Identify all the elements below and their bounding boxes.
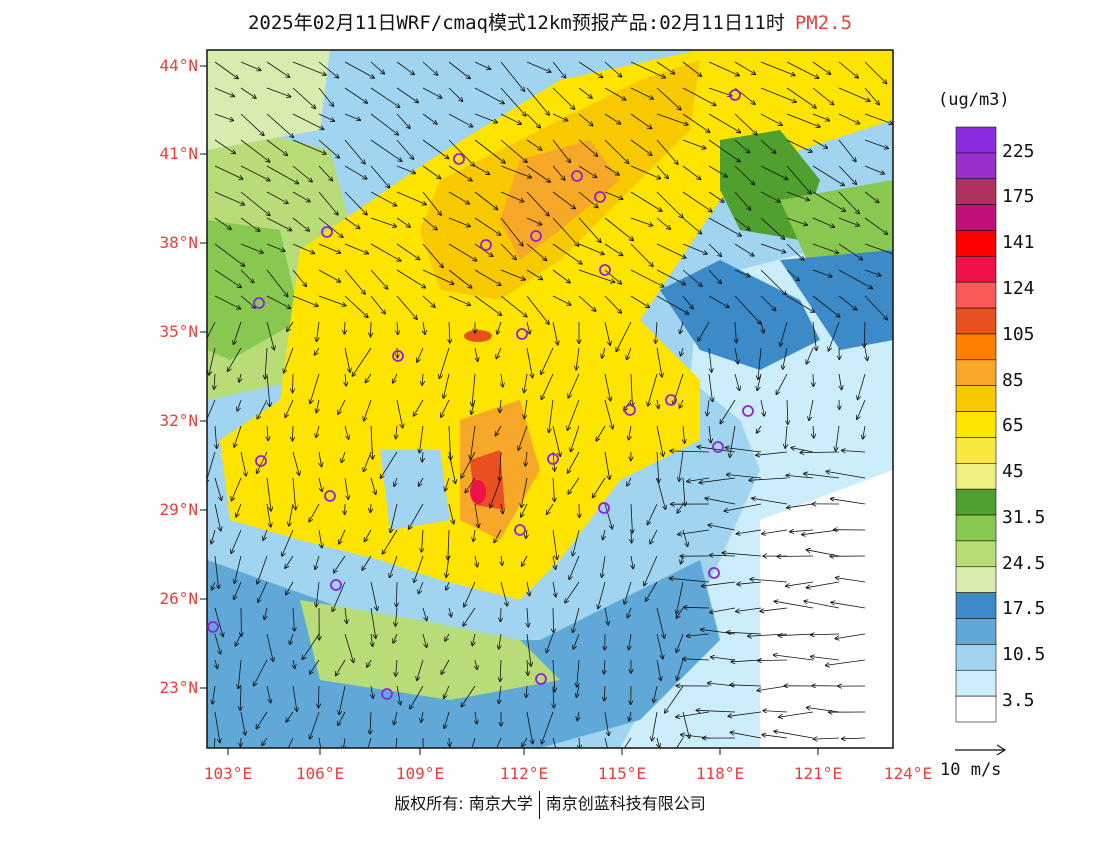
- city-marker: [516, 328, 528, 340]
- colorbar-level-label: 31.5: [1002, 507, 1046, 528]
- longitude-label: 112°E: [499, 764, 549, 783]
- map-frame: [206, 49, 894, 749]
- title-main: 2025年02月11日WRF/cmaq模式12km预报产品:02月11日11时: [247, 12, 785, 34]
- footer-right: 南京创蓝科技有限公司: [545, 794, 706, 813]
- city-marker: [665, 394, 677, 406]
- city-marker: [547, 453, 559, 465]
- colorbar-swatch: [955, 152, 997, 180]
- colorbar-swatch: [955, 669, 997, 697]
- colorbar-swatch: [955, 333, 997, 361]
- footer-divider: [538, 790, 540, 819]
- colorbar-unit: (ug/m3): [938, 90, 1010, 110]
- colorbar-swatch: [955, 514, 997, 542]
- colorbar-swatch: [955, 644, 997, 671]
- footer-left: 版权所有: 南京大学: [394, 794, 533, 813]
- colorbar-swatch: [955, 359, 997, 386]
- longitude-label: 109°E: [395, 764, 445, 783]
- city-marker: [480, 239, 492, 251]
- city-marker: [324, 490, 336, 502]
- city-marker: [253, 297, 265, 309]
- city-marker: [594, 191, 606, 203]
- longitude-label: 103°E: [203, 764, 253, 783]
- city-marker: [624, 404, 636, 416]
- city-marker: [571, 170, 583, 182]
- colorbar-swatch: [955, 178, 997, 205]
- colorbar-swatch: [955, 204, 997, 231]
- city-marker: [708, 567, 720, 579]
- city-marker: [535, 673, 547, 685]
- city-marker: [712, 441, 724, 453]
- title-species: PM2.5: [794, 12, 853, 34]
- colorbar-swatch: [955, 256, 997, 283]
- colorbar-level-label: 10.5: [1002, 644, 1046, 665]
- colorbar-swatch: [955, 618, 997, 645]
- city-marker: [598, 502, 610, 514]
- latitude-label: 38°N: [159, 233, 198, 252]
- colorbar-level-label: 225: [1002, 141, 1035, 162]
- colorbar-swatch: [955, 411, 997, 438]
- latitude-label: 44°N: [159, 56, 198, 75]
- map-title: 2025年02月11日WRF/cmaq模式12km预报产品:02月11日11时 P…: [0, 8, 1100, 35]
- colorbar-swatch: [955, 592, 997, 619]
- colorbar-swatch: [955, 566, 997, 593]
- city-marker: [207, 621, 219, 633]
- city-marker: [453, 153, 465, 165]
- colorbar-level-label: 175: [1002, 186, 1035, 207]
- colorbar-level-label: 17.5: [1002, 598, 1046, 619]
- city-marker: [392, 350, 404, 362]
- colorbar-level-label: 141: [1002, 232, 1035, 253]
- colorbar-swatch: [955, 437, 997, 464]
- wind-vectors: [207, 61, 893, 748]
- colorbar-level-label: 65: [1002, 415, 1024, 436]
- longitude-label: 124°E: [883, 764, 933, 783]
- city-marker: [530, 230, 542, 242]
- latitude-label: 35°N: [159, 322, 198, 341]
- colorbar-level-label: 105: [1002, 324, 1035, 345]
- city-markers: [207, 89, 754, 700]
- city-marker: [255, 455, 267, 467]
- longitude-label: 118°E: [695, 764, 745, 783]
- longitude-label: 115°E: [597, 764, 647, 783]
- colorbar-level-label: 45: [1002, 461, 1024, 482]
- city-marker: [599, 264, 611, 276]
- colorbar-level-label: 124: [1002, 278, 1035, 299]
- colorbar-level-label: 24.5: [1002, 553, 1046, 574]
- colorbar-level-label: 85: [1002, 370, 1024, 391]
- colorbar-swatch: [955, 281, 997, 309]
- colorbar-swatch: [955, 230, 997, 257]
- footer: 版权所有: 南京大学 南京创蓝科技有限公司: [0, 790, 1100, 819]
- latitude-label: 26°N: [159, 589, 198, 608]
- colorbar: [955, 126, 997, 723]
- city-marker: [742, 405, 754, 417]
- longitude-label: 121°E: [793, 764, 843, 783]
- colorbar-swatch: [955, 307, 997, 335]
- city-marker: [381, 688, 393, 700]
- colorbar-swatch: [955, 463, 997, 490]
- colorbar-swatch: [955, 540, 997, 568]
- latitude-label: 32°N: [159, 411, 198, 430]
- longitude-label: 106°E: [295, 764, 345, 783]
- axis-ticks: [200, 65, 819, 755]
- city-marker: [321, 226, 333, 238]
- vector-legend-arrow: [955, 744, 1007, 756]
- colorbar-swatch: [955, 126, 997, 154]
- vector-legend-label: 10 m/s: [940, 760, 1002, 780]
- city-marker: [729, 89, 741, 101]
- latitude-label: 23°N: [159, 678, 198, 697]
- colorbar-level-label: 3.5: [1002, 690, 1035, 711]
- latitude-label: 41°N: [159, 144, 198, 163]
- city-marker: [514, 524, 526, 536]
- colorbar-swatch: [955, 488, 997, 516]
- city-marker: [330, 579, 342, 591]
- latitude-label: 29°N: [159, 500, 198, 519]
- colorbar-swatch: [955, 695, 997, 723]
- colorbar-swatch: [955, 385, 997, 412]
